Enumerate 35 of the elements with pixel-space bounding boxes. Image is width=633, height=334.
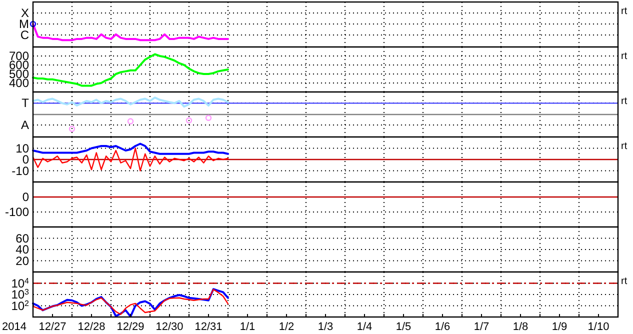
x-tick-label: 12/31: [194, 321, 222, 333]
x-tick-label: 1/5: [396, 321, 412, 333]
x-tick-label: 1/10: [588, 321, 610, 333]
point: [127, 118, 134, 124]
x-tick-label: 1/3: [318, 321, 334, 333]
text: A: [20, 118, 29, 132]
text: rt: [621, 6, 628, 17]
line-series: [32, 53, 229, 87]
text: rt: [621, 96, 628, 107]
text: rt: [621, 141, 628, 152]
point: [186, 117, 192, 124]
text: T: [22, 96, 30, 110]
y-tick-label: 0: [22, 190, 30, 204]
x-tick-label: 12/30: [156, 321, 184, 333]
x-tick-label: 1/7: [474, 321, 490, 333]
point: [68, 126, 76, 132]
text: rt: [621, 51, 628, 62]
y-tick-label: 10$^{2}$: [11, 298, 30, 313]
line-series: [32, 142, 229, 155]
y-tick-label: 10: [16, 141, 30, 156]
x-tick-label: 1/2: [278, 321, 294, 333]
x-tick-label: 1/8: [512, 321, 528, 333]
point: [205, 114, 212, 121]
x-tick-label: 12/28: [78, 321, 106, 333]
text: rt: [621, 276, 628, 287]
x-tick-label: 1/1: [240, 321, 256, 333]
line-series: [32, 148, 229, 172]
x-tick-label: 1/6: [434, 321, 450, 333]
x-tick-label: 12/29: [116, 321, 144, 333]
x-tick-label: 1/4: [356, 321, 372, 333]
y-tick-label: -100: [4, 205, 30, 220]
x-tick-label: 12/27: [38, 321, 66, 333]
x-axis-title: 2014: [2, 321, 26, 333]
y-tick-label: 60: [16, 231, 30, 246]
x-tick-label: 1/9: [552, 321, 568, 333]
